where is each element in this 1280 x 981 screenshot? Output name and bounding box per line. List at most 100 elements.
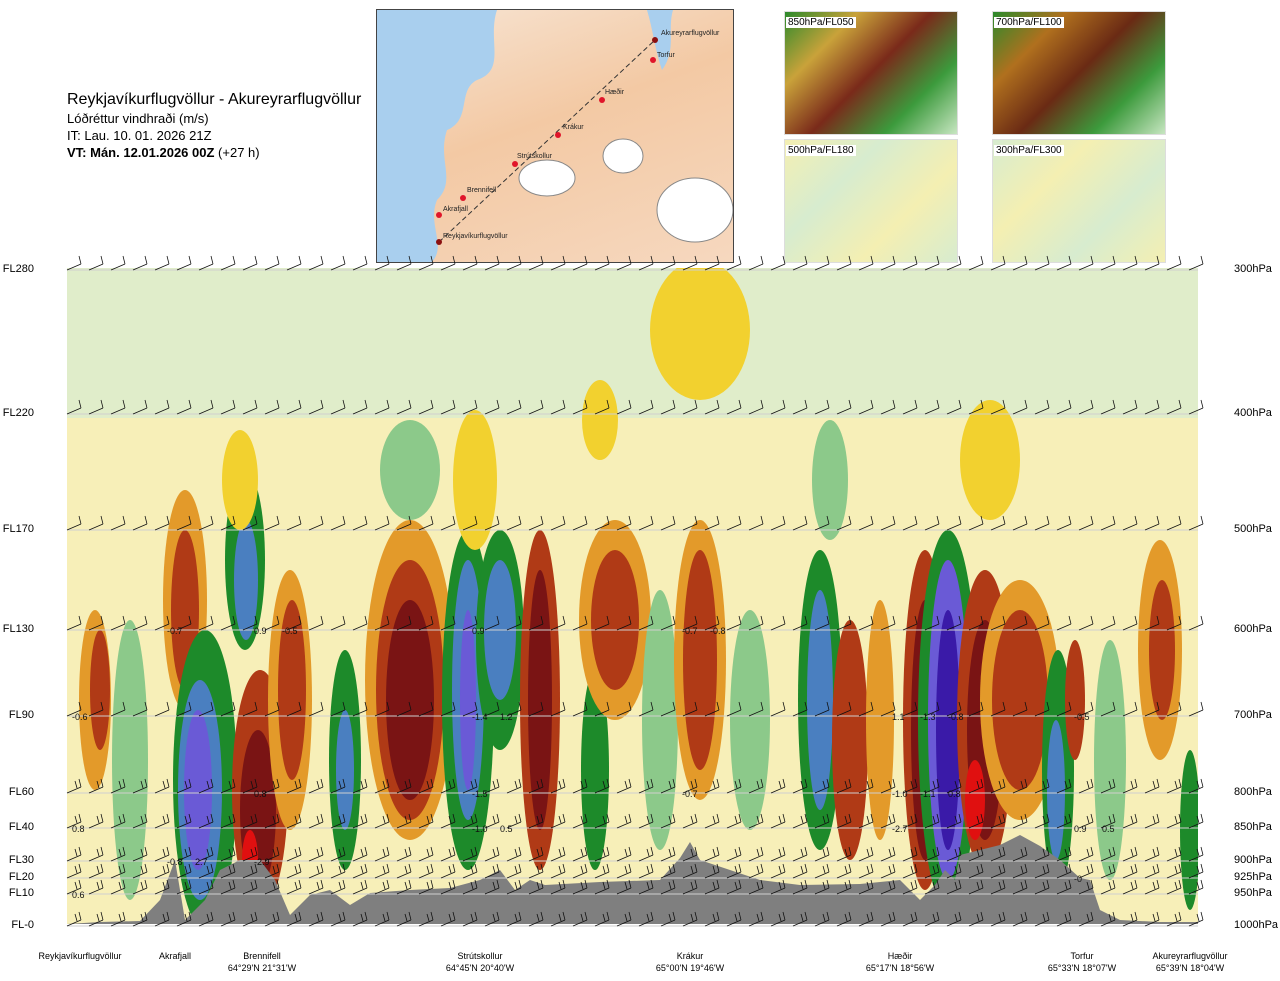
wind-barb bbox=[858, 615, 874, 631]
wind-barb bbox=[88, 813, 104, 829]
pressure-label: 1000hPa bbox=[1234, 919, 1279, 931]
wind-barb bbox=[902, 813, 918, 829]
wind-barb bbox=[946, 879, 962, 895]
place-brennifell: Brennifell bbox=[467, 187, 497, 194]
value-label: -1.1 bbox=[920, 789, 936, 799]
wind-barb bbox=[88, 846, 104, 862]
wind-barb bbox=[550, 911, 566, 927]
wind-barb bbox=[748, 846, 764, 862]
wind-barb bbox=[880, 879, 896, 895]
wind-barb bbox=[880, 846, 896, 862]
wind-barb bbox=[1078, 255, 1094, 271]
wind-barb bbox=[286, 813, 302, 829]
wind-barb bbox=[374, 846, 390, 862]
wind-barb bbox=[154, 399, 170, 415]
wind-barb bbox=[924, 778, 940, 794]
wind-barb bbox=[286, 255, 302, 271]
wind-barb bbox=[264, 399, 280, 415]
wind-barb bbox=[1056, 813, 1072, 829]
wind-barb bbox=[704, 515, 720, 531]
wind-barb bbox=[1056, 846, 1072, 862]
wind-barb bbox=[484, 863, 500, 879]
wind-barb bbox=[308, 846, 324, 862]
thumb-700[interactable]: 700hPa/FL100 bbox=[992, 11, 1166, 135]
wind-barb bbox=[902, 879, 918, 895]
wind-barb bbox=[792, 778, 808, 794]
wind-barb bbox=[88, 879, 104, 895]
wind-barb bbox=[748, 701, 764, 717]
wind-barb bbox=[198, 911, 214, 927]
wind-barb bbox=[594, 813, 610, 829]
wind-barb bbox=[176, 701, 192, 717]
wind-barb bbox=[638, 701, 654, 717]
wind-barb bbox=[1166, 615, 1182, 631]
wind-barb bbox=[132, 778, 148, 794]
wind-barb bbox=[440, 399, 456, 415]
thumb-850[interactable]: 850hPa/FL050 bbox=[784, 11, 958, 135]
wind-barb bbox=[154, 911, 170, 927]
wind-barb bbox=[220, 615, 236, 631]
wind-barb bbox=[814, 255, 830, 271]
wind-barb bbox=[968, 515, 984, 531]
wind-barb bbox=[968, 863, 984, 879]
wind-barb bbox=[264, 615, 280, 631]
wind-barb bbox=[1166, 399, 1182, 415]
wind-barb bbox=[528, 778, 544, 794]
wind-barb bbox=[308, 879, 324, 895]
wind-barb bbox=[990, 255, 1006, 271]
wind-barb bbox=[1122, 399, 1138, 415]
wind-barb bbox=[374, 863, 390, 879]
wind-barb bbox=[198, 399, 214, 415]
wind-barb bbox=[110, 615, 126, 631]
sea-west bbox=[377, 10, 497, 262]
wind-barb bbox=[198, 615, 214, 631]
wind-barb bbox=[1144, 255, 1160, 271]
wind-barb bbox=[528, 863, 544, 879]
value-label: -1.4 bbox=[472, 712, 488, 722]
wind-barb bbox=[242, 911, 258, 927]
place-krakur: Krákur bbox=[563, 124, 584, 131]
wind-barb bbox=[726, 911, 742, 927]
wind-barb bbox=[880, 515, 896, 531]
wind-barb bbox=[704, 399, 720, 415]
wind-barb bbox=[902, 615, 918, 631]
wind-barb bbox=[902, 778, 918, 794]
wind-barb bbox=[814, 863, 830, 879]
wind-barb bbox=[770, 778, 786, 794]
wind-barb bbox=[550, 515, 566, 531]
wind-cell bbox=[960, 400, 1020, 520]
wind-barb bbox=[396, 255, 412, 271]
wind-barb bbox=[638, 255, 654, 271]
value-label: -0.7 bbox=[682, 626, 698, 636]
wind-barb bbox=[132, 701, 148, 717]
wind-barb bbox=[1012, 701, 1028, 717]
wind-barb bbox=[418, 399, 434, 415]
wind-barb bbox=[66, 846, 82, 862]
wind-barb bbox=[484, 778, 500, 794]
wind-barb bbox=[352, 911, 368, 927]
wind-barb bbox=[550, 615, 566, 631]
wind-barb bbox=[1122, 879, 1138, 895]
wind-barb bbox=[1012, 813, 1028, 829]
value-label: -0.5 bbox=[1074, 712, 1090, 722]
pressure-label: 300hPa bbox=[1234, 263, 1272, 275]
wind-barb bbox=[506, 778, 522, 794]
wind-barb bbox=[990, 863, 1006, 879]
wind-barb bbox=[572, 846, 588, 862]
thumb-500[interactable]: 500hPa/FL180 bbox=[784, 139, 958, 263]
value-label: 0.8 bbox=[948, 789, 961, 799]
wind-barb bbox=[748, 399, 764, 415]
wind-barb bbox=[814, 515, 830, 531]
route-point bbox=[436, 239, 442, 245]
wind-barb bbox=[1144, 399, 1160, 415]
wind-barb bbox=[880, 911, 896, 927]
wind-barb bbox=[66, 879, 82, 895]
wind-barb bbox=[572, 399, 588, 415]
wind-barb bbox=[770, 615, 786, 631]
title-block: Reykjavíkurflugvöllur - Akureyrarflugvöl… bbox=[67, 90, 361, 161]
wind-barb bbox=[858, 911, 874, 927]
wind-barb bbox=[132, 615, 148, 631]
thumb-300[interactable]: 300hPa/FL300 bbox=[992, 139, 1166, 263]
value-labels: 0.6 0.8 -0.6 -0.7 -0.8 2.7 0.9 -0.5 -2.9 0.8 -1.4 1… bbox=[72, 626, 1115, 900]
